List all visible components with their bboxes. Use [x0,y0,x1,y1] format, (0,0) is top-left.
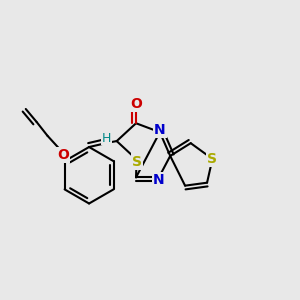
Text: N: N [154,123,166,137]
Text: N: N [153,173,165,187]
Text: O: O [130,97,142,111]
Text: S: S [207,152,218,166]
Text: O: O [57,148,69,162]
Text: H: H [102,132,111,145]
Text: S: S [132,154,142,169]
